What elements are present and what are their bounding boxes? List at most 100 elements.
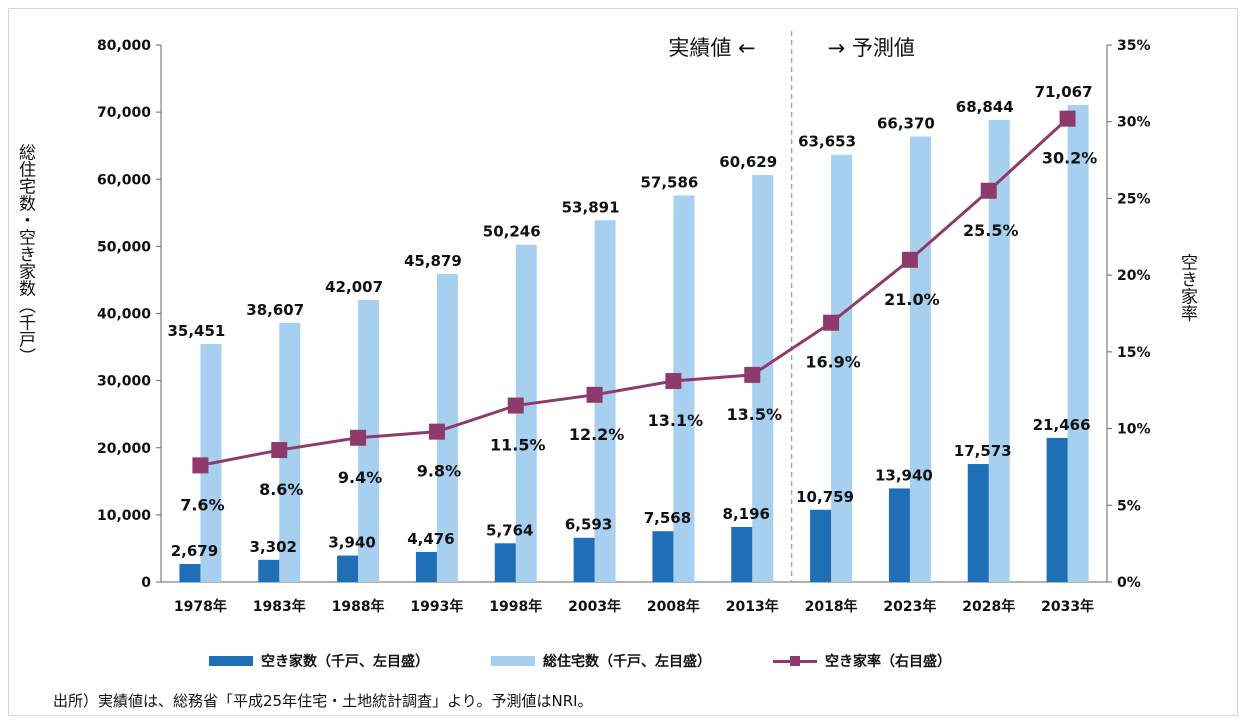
total-bar — [594, 220, 616, 583]
y-right-tick-label: 30% — [1117, 115, 1151, 131]
vacancy-rate-point — [744, 366, 761, 383]
total-value-label: 42,007 — [325, 278, 383, 296]
total-value-label: 57,586 — [640, 173, 698, 191]
vacancy-rate-label: 30.2% — [1042, 149, 1098, 168]
total-value-label: 63,653 — [798, 133, 856, 151]
x-tick-label: 2013年 — [726, 598, 779, 615]
vacant-bar — [1046, 437, 1068, 582]
x-tick-label: 2003年 — [568, 598, 621, 615]
vacancy-rate-point — [586, 386, 603, 403]
vacant-bar — [494, 543, 516, 582]
chart-frame: 0 10,000 20,000 30,000 40,000 50,000 60,000 70,… — [8, 8, 1238, 716]
vacant-value-label: 5,764 — [486, 521, 533, 539]
legend-vacant: 空き家数（千戸、左目盛） — [209, 651, 429, 671]
vacancy-rate-label: 12.2% — [569, 425, 625, 444]
vacant-bar — [179, 564, 201, 582]
total-value-label: 38,607 — [246, 301, 304, 319]
legend-total-label: 総住宅数（千戸、左目盛） — [543, 654, 711, 670]
vacancy-rate-point — [1059, 110, 1076, 127]
vacant-bar — [810, 509, 832, 582]
vacancy-rate-point — [428, 423, 445, 440]
vacancy-rate-label: 13.5% — [726, 405, 782, 424]
y-left-tick-label: 40,000 — [97, 307, 151, 323]
vacancy-rate-point — [350, 429, 367, 446]
x-tick-label: 2023年 — [883, 598, 936, 615]
vacant-value-label: 17,573 — [954, 442, 1012, 460]
vacant-bar — [258, 559, 280, 582]
vacancy-rate-label: 7.6% — [180, 495, 224, 514]
vacant-bar — [652, 531, 674, 582]
total-bar — [1067, 104, 1089, 582]
vacancy-rate-label: 21.0% — [884, 290, 940, 309]
legend-rate-marker — [773, 655, 817, 667]
total-value-label: 35,451 — [167, 322, 225, 340]
legend-total-swatch — [491, 656, 535, 666]
vacancy-rate-point — [665, 373, 682, 390]
y-left-tick-label: 10,000 — [97, 508, 151, 524]
vacant-bar — [573, 537, 595, 582]
vacancy-rate-label: 9.4% — [338, 468, 382, 487]
vacancy-rate-point — [901, 251, 918, 268]
vacant-value-label: 7,568 — [644, 509, 691, 527]
y-left-tick-label: 70,000 — [97, 105, 151, 121]
vacancy-rate-label: 8.6% — [259, 480, 303, 499]
total-bar — [831, 154, 853, 582]
housing-vacancy-chart: 0 10,000 20,000 30,000 40,000 50,000 60,000 70,… — [15, 31, 1198, 615]
total-value-label: 66,370 — [877, 114, 935, 132]
vacant-value-label: 3,302 — [250, 538, 297, 556]
vacancy-rate-point — [192, 457, 209, 474]
vacancy-rate-label: 25.5% — [963, 221, 1019, 240]
vacant-value-label: 6,593 — [565, 516, 612, 534]
vacant-bar — [337, 555, 359, 582]
total-bar — [988, 119, 1010, 583]
y-right-tick-label: 0% — [1117, 575, 1141, 591]
vacant-value-label: 21,466 — [1033, 416, 1091, 434]
vacancy-rate-line — [200, 117, 1069, 467]
vacant-bar — [967, 464, 989, 582]
y-right-tick-label: 15% — [1117, 345, 1151, 361]
vacancy-rate-label: 16.9% — [805, 353, 861, 372]
legend-vacant-swatch — [209, 656, 253, 666]
vacant-value-label: 8,196 — [723, 505, 770, 523]
vacancy-rate-label: 11.5% — [490, 436, 546, 455]
total-value-label: 60,629 — [719, 153, 777, 171]
vacant-value-label: 10,759 — [796, 488, 854, 506]
total-bar — [279, 322, 301, 582]
y-left-title: 総住宅数・空き家数（千戸） — [15, 143, 36, 364]
total-value-label: 68,844 — [956, 98, 1014, 116]
legend-total: 総住宅数（千戸、左目盛） — [491, 651, 711, 671]
total-bar — [358, 300, 380, 582]
y-left-tick-label: 80,000 — [97, 38, 151, 54]
y-left-tick-label: 50,000 — [97, 239, 151, 255]
x-tick-label: 1988年 — [332, 598, 385, 615]
x-tick-label: 1998年 — [489, 598, 542, 615]
total-bar — [909, 136, 931, 582]
vacancy-rate-point — [271, 442, 288, 459]
legend: 空き家数（千戸、左目盛） 総住宅数（千戸、左目盛） 空き家率（右目盛） — [209, 649, 1089, 673]
y-left-tick-label: 20,000 — [97, 441, 151, 457]
total-value-label: 53,891 — [562, 198, 620, 216]
y-right-tick-label: 5% — [1117, 498, 1141, 514]
x-tick-label: 1993年 — [410, 598, 463, 615]
vacancy-rate-point — [823, 314, 840, 331]
total-bar — [515, 244, 537, 582]
vacancy-rate-point — [980, 182, 997, 199]
y-right-title: 空き家率 — [1177, 253, 1198, 321]
x-tick-label: 1978年 — [174, 598, 227, 615]
forecast-annotation: → 予測値 — [828, 36, 915, 60]
vacant-value-label: 3,940 — [328, 534, 375, 552]
y-right-tick-label: 35% — [1117, 38, 1151, 54]
total-bar — [673, 195, 695, 582]
vacant-value-label: 4,476 — [407, 530, 454, 548]
total-value-label: 50,246 — [483, 223, 541, 241]
legend-rate: 空き家率（右目盛） — [773, 651, 951, 671]
y-right-tick-label: 25% — [1117, 191, 1151, 207]
vacancy-rate-point — [507, 397, 524, 414]
x-tick-label: 2028年 — [962, 598, 1015, 615]
y-left-tick-label: 0 — [141, 575, 151, 591]
total-bar — [752, 175, 774, 582]
vacancy-rate-label: 9.8% — [417, 462, 461, 481]
vacant-value-label: 2,679 — [171, 542, 218, 560]
vacant-bar — [415, 551, 437, 582]
y-left-tick-label: 60,000 — [97, 172, 151, 188]
